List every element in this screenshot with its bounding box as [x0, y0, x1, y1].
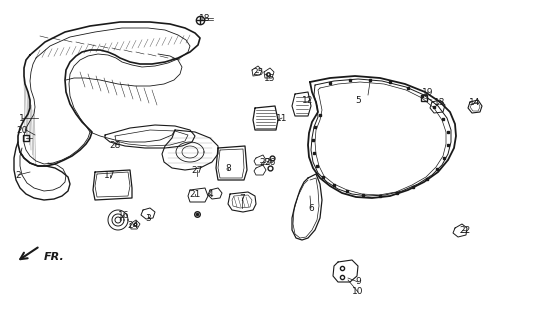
Text: 10: 10 — [352, 287, 364, 297]
Text: 14: 14 — [469, 98, 481, 107]
Text: 20: 20 — [16, 125, 28, 134]
Text: 7: 7 — [239, 194, 245, 203]
Text: 28: 28 — [109, 140, 121, 149]
Text: FR.: FR. — [44, 252, 65, 262]
Text: 11: 11 — [276, 114, 288, 123]
Text: 18: 18 — [199, 13, 211, 22]
Text: 2: 2 — [15, 171, 21, 180]
Text: 8: 8 — [225, 164, 231, 172]
Text: 24: 24 — [127, 220, 138, 229]
Text: 1: 1 — [19, 114, 25, 123]
Text: 23: 23 — [259, 157, 270, 166]
Text: 22: 22 — [459, 226, 471, 235]
Text: 4: 4 — [207, 189, 213, 198]
Text: 12: 12 — [302, 95, 314, 105]
Text: 6: 6 — [308, 204, 314, 212]
Text: 17: 17 — [104, 171, 116, 180]
Text: 15: 15 — [264, 74, 276, 83]
Text: 16: 16 — [118, 211, 130, 220]
Text: 19: 19 — [422, 87, 434, 97]
Text: 26: 26 — [265, 157, 276, 166]
Text: 21: 21 — [189, 189, 201, 198]
Text: 13: 13 — [434, 98, 446, 107]
Text: 27: 27 — [192, 165, 203, 174]
Text: 25: 25 — [252, 68, 263, 76]
Text: 9: 9 — [355, 277, 361, 286]
Text: 5: 5 — [355, 95, 361, 105]
Text: 3: 3 — [145, 213, 151, 222]
